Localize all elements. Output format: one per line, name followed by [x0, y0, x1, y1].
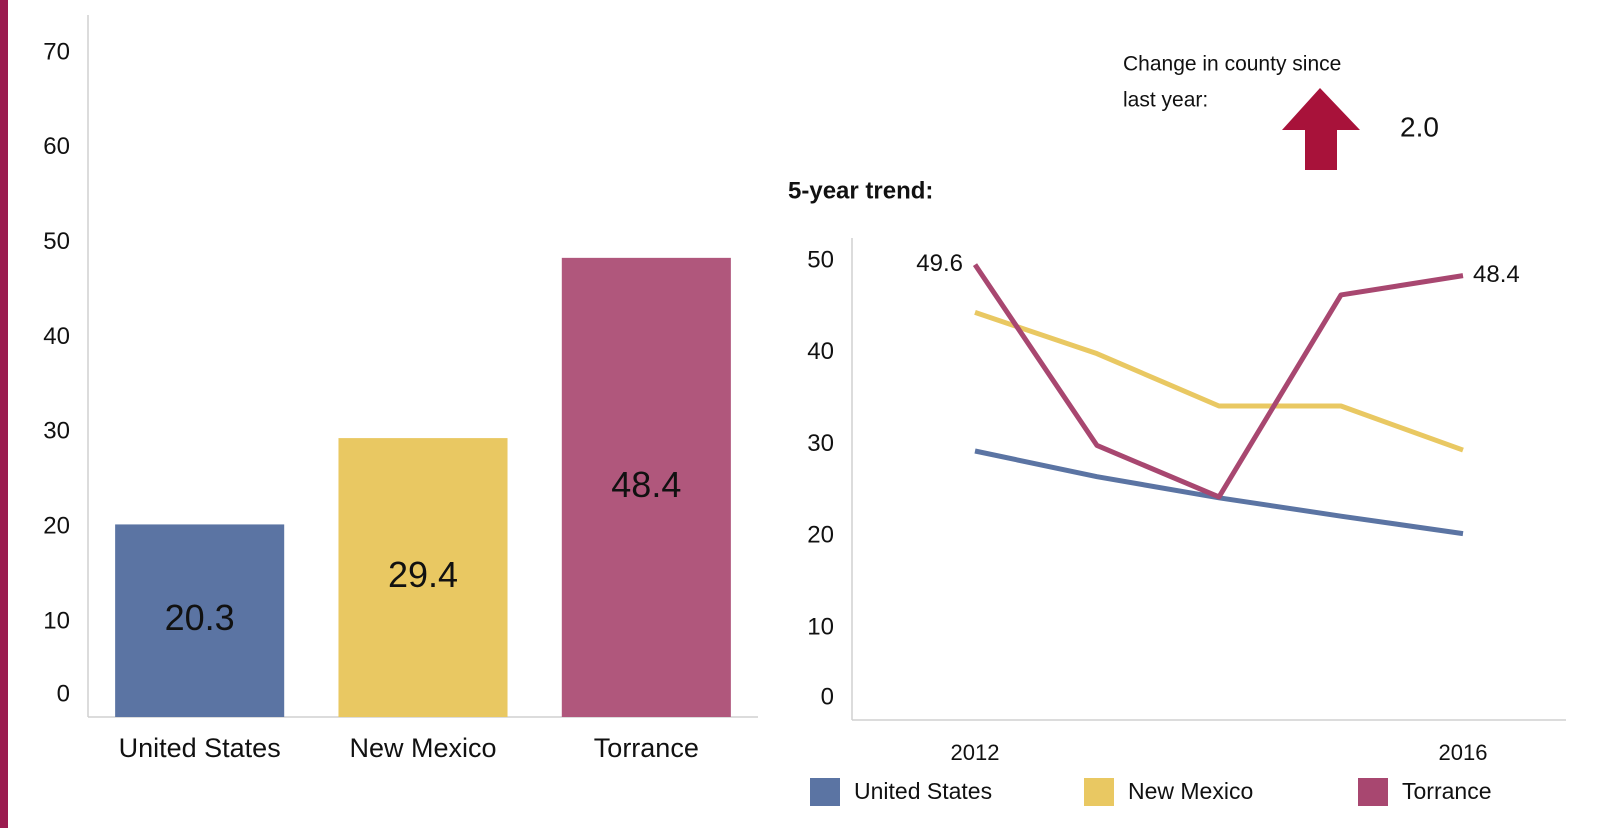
y-tick-label: 60	[43, 133, 70, 160]
annotation-text: last year:	[1123, 89, 1208, 112]
y-tick-label: 40	[807, 338, 834, 365]
y-tick-label: 10	[807, 614, 834, 641]
side-border	[0, 0, 8, 828]
x-tick-label: 2012	[951, 740, 1000, 765]
bar	[338, 438, 508, 717]
data-label: 20.3	[165, 597, 235, 638]
y-tick-label: 10	[43, 607, 70, 634]
bar	[115, 524, 285, 717]
change-value: 2.0	[1400, 111, 1439, 142]
x-tick-label: 2016	[1439, 740, 1488, 765]
chart-title: 5-year trend:	[788, 177, 933, 204]
data-label: 49.6	[916, 250, 963, 277]
y-tick-label: 0	[821, 683, 834, 710]
legend-swatch	[1358, 778, 1388, 806]
y-tick-label: 20	[807, 522, 834, 549]
legend-swatch	[1084, 778, 1114, 806]
data-label: 48.4	[1473, 261, 1520, 288]
annotation-text: Change in county since	[1123, 53, 1341, 76]
legend-label: United States	[854, 778, 992, 804]
change-arrow	[1282, 88, 1360, 170]
y-tick-label: 20	[43, 513, 70, 540]
x-tick-label: New Mexico	[349, 733, 496, 763]
y-tick-label: 30	[43, 418, 70, 445]
y-tick-label: 40	[43, 323, 70, 350]
y-tick-label: 50	[43, 228, 70, 255]
series-line	[972, 263, 1464, 500]
bar	[561, 257, 731, 717]
y-tick-label: 70	[43, 38, 70, 65]
y-tick-label: 30	[807, 430, 834, 457]
y-tick-label: 50	[807, 246, 834, 273]
series-line	[974, 309, 1464, 453]
data-label: 48.4	[611, 464, 681, 505]
legend-swatch	[810, 778, 840, 806]
y-tick-label: 0	[57, 680, 70, 707]
x-tick-label: Torrance	[594, 733, 699, 763]
x-tick-label: United States	[119, 733, 281, 763]
data-label: 29.4	[388, 554, 458, 595]
legend-label: Torrance	[1402, 778, 1491, 804]
legend-label: New Mexico	[1128, 778, 1253, 804]
